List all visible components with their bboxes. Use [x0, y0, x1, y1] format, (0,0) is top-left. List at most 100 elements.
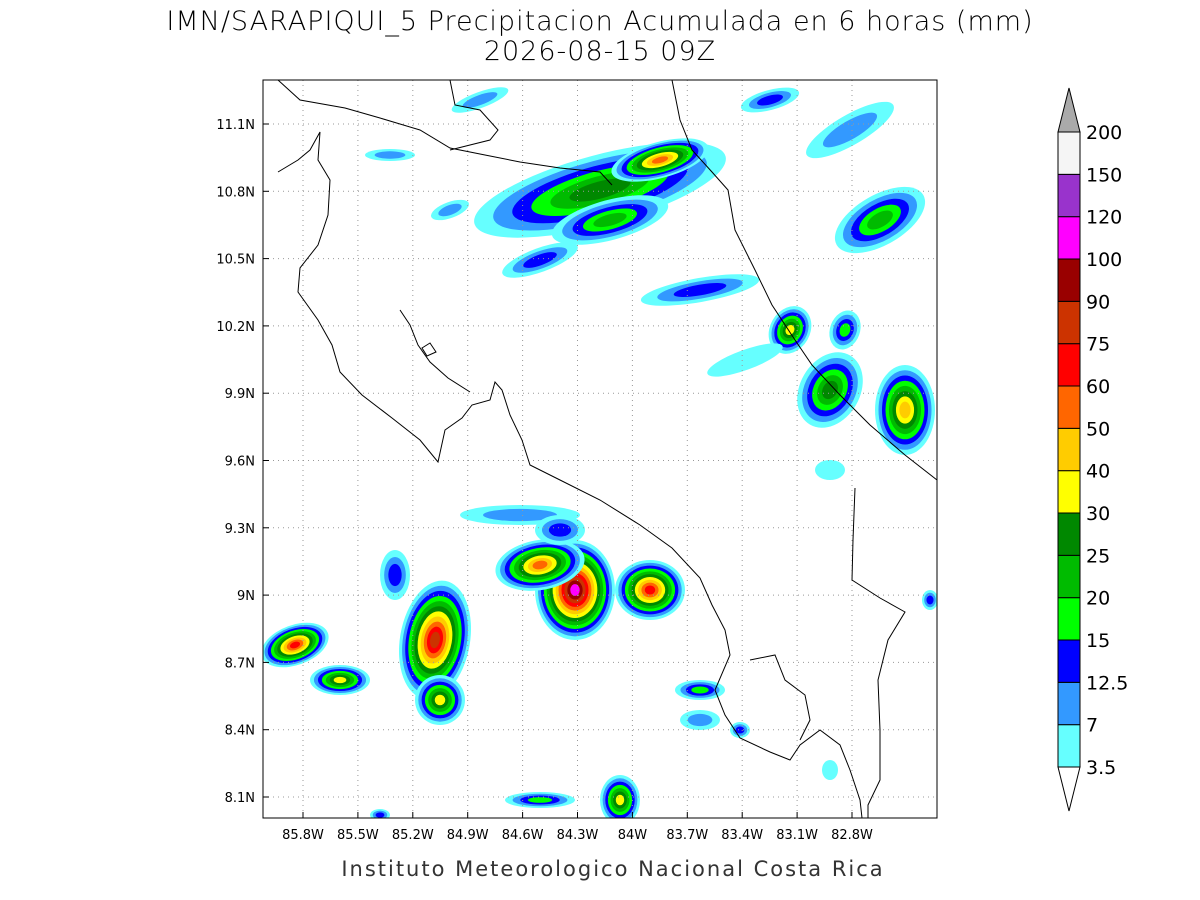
- colorbar-over: [1057, 87, 1081, 133]
- lat-label: 8.7N: [225, 656, 255, 671]
- colorbar-segment: [1057, 512, 1081, 556]
- colorbar-label: 30: [1086, 503, 1110, 525]
- lon-label: 84.3W: [557, 828, 599, 843]
- rain-area: [785, 324, 795, 336]
- lat-label: 10.8N: [216, 185, 255, 200]
- rain-area: [822, 380, 838, 400]
- colorbar-label: 60: [1086, 376, 1110, 398]
- lat-label: 8.4N: [225, 724, 255, 739]
- coastline: [671, 80, 937, 481]
- lon-label: 85.5W: [337, 828, 379, 843]
- coastline: [277, 80, 613, 186]
- colorbar-label: 100: [1086, 249, 1122, 271]
- rain-area: [375, 812, 385, 818]
- colorbar-label: 150: [1086, 164, 1122, 186]
- rain-area: [926, 595, 934, 605]
- rain-area: [532, 560, 548, 570]
- lon-label: 82.8W: [831, 828, 873, 843]
- lat-label: 10.5N: [216, 253, 255, 268]
- colorbar-label: 7: [1086, 715, 1098, 737]
- colorbar-segment: [1057, 216, 1081, 260]
- lat-label: 10.2N: [216, 320, 255, 335]
- rain-area: [822, 760, 838, 780]
- lat-label: 9N: [237, 589, 255, 604]
- title: IMN/SARAPIQUI_5 Precipitacion Acumulada …: [166, 6, 1033, 37]
- lat-label: 9.9N: [225, 387, 255, 402]
- footer: Instituto Meteorologico Nacional Costa R…: [341, 857, 884, 881]
- coastline: [277, 131, 863, 818]
- colorbar-segment: [1057, 385, 1081, 429]
- rain-area: [839, 323, 851, 337]
- grid: 11.1N 10.8N 10.5N 10.2N 9.9N 9.6N 9.3N 9N 8.7N 8.…: [216, 80, 937, 843]
- rain-area: [735, 726, 745, 734]
- lat-label: 11.1N: [216, 118, 255, 133]
- colorbar-label: 75: [1086, 334, 1110, 356]
- colorbar-segment: [1057, 427, 1081, 472]
- rain-area: [757, 94, 783, 106]
- rain-area: [527, 797, 553, 803]
- rain-area: [483, 508, 557, 522]
- lon-label: 83.7W: [666, 828, 708, 843]
- colorbar-label: 3.5: [1086, 757, 1116, 779]
- colorbar-label: 15: [1086, 630, 1110, 652]
- lon-label: 84.9W: [447, 828, 489, 843]
- colorbar-segment: [1057, 258, 1081, 302]
- rain-area: [289, 641, 301, 649]
- colorbar-segment: [1057, 724, 1081, 768]
- colorbar-segment: [1057, 300, 1081, 345]
- colorbar-label: 12.5: [1086, 672, 1128, 694]
- rain-area: [673, 282, 727, 298]
- precipitation: [263, 87, 937, 818]
- colorbar-segment: [1057, 597, 1081, 641]
- colorbar-under: [1057, 766, 1081, 812]
- rain-area: [430, 631, 440, 649]
- rain-area: [438, 203, 462, 217]
- colorbar-segment: [1057, 554, 1081, 599]
- rain-area: [374, 151, 406, 159]
- colorbar-segment: [1057, 470, 1081, 514]
- rain-area: [570, 584, 580, 596]
- rain-area: [867, 210, 893, 230]
- colorbar-label: 90: [1086, 291, 1110, 313]
- colorbar-segment: [1057, 131, 1081, 175]
- colorbar: 3.5 7 12.5 15 20 25 30 40 50 60 75 90 100 120 150 200: [1057, 87, 1128, 812]
- lon-label: 83.4W: [721, 828, 763, 843]
- lon-label: 84W: [618, 828, 648, 843]
- rain-area: [434, 694, 446, 706]
- coastline: [263, 80, 499, 151]
- colorbar-label: 200: [1086, 122, 1122, 144]
- lon-label: 84.6W: [502, 828, 544, 843]
- subtitle: 2026-08-15 09Z: [484, 36, 716, 67]
- lat-label: 9.3N: [225, 522, 255, 537]
- rain-area: [899, 401, 911, 419]
- coastline: [749, 654, 811, 741]
- coastline: [399, 309, 471, 393]
- lon-label: 85.2W: [392, 828, 434, 843]
- colorbar-segment: [1057, 681, 1081, 726]
- map-frame: [262, 79, 938, 819]
- rain-area: [687, 713, 713, 727]
- rain-area: [548, 523, 572, 537]
- lon-label: 83.1W: [776, 828, 818, 843]
- rain-area: [333, 676, 347, 684]
- colorbar-label: 20: [1086, 588, 1110, 610]
- rain-area: [388, 563, 402, 587]
- coastline: [851, 487, 906, 818]
- rain-area: [593, 212, 627, 228]
- colorbar-segment: [1057, 343, 1081, 387]
- coastlines: [263, 80, 937, 818]
- colorbar-label: 40: [1086, 461, 1110, 483]
- colorbar-label: 50: [1086, 418, 1110, 440]
- colorbar-segment: [1057, 173, 1081, 218]
- rain-area: [644, 585, 656, 595]
- rain-area: [569, 178, 631, 202]
- rain-area: [707, 343, 783, 377]
- lat-label: 9.6N: [225, 455, 255, 470]
- colorbar-label: 25: [1086, 545, 1110, 567]
- colorbar-label: 120: [1086, 207, 1122, 229]
- rain-area: [822, 112, 878, 148]
- rain-area: [462, 92, 498, 108]
- island: [421, 342, 437, 357]
- lon-label: 85.8W: [282, 828, 324, 843]
